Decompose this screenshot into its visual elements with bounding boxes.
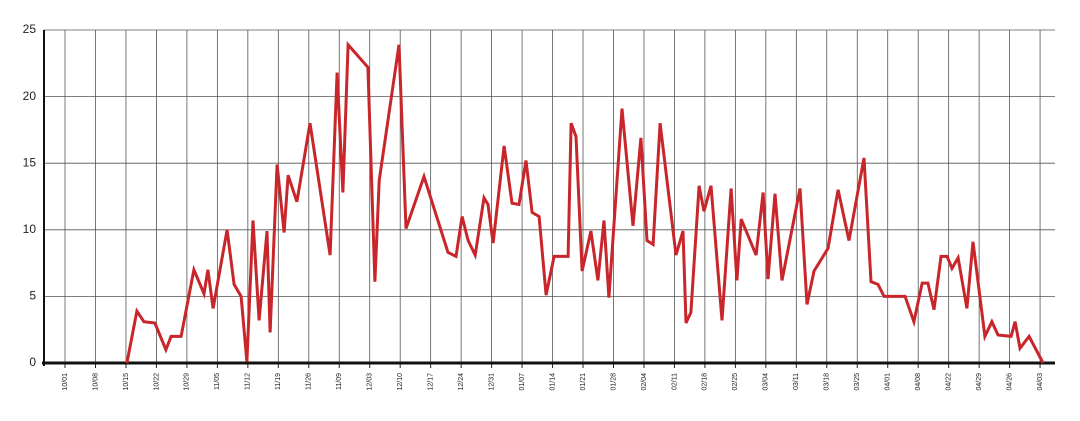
x-tick-label: 01/21 bbox=[580, 373, 587, 391]
x-tick-label: 03/04 bbox=[763, 373, 770, 391]
y-tick-label: 25 bbox=[23, 22, 37, 36]
x-tick-label: 12/24 bbox=[458, 373, 465, 391]
x-tick-label: 02/11 bbox=[671, 373, 678, 390]
x-tick-label: 03/18 bbox=[824, 373, 831, 391]
x-tick-label: 03/25 bbox=[854, 373, 861, 391]
x-tick-label: 03/11 bbox=[793, 373, 800, 390]
x-tick-label: 11/05 bbox=[214, 373, 221, 390]
x-tick-label: 12/31 bbox=[488, 373, 495, 391]
data-line bbox=[125, 40, 1045, 364]
y-tick-label: 20 bbox=[23, 89, 37, 103]
x-tick-label: 01/14 bbox=[549, 373, 556, 391]
x-tick-label: 10/22 bbox=[153, 373, 160, 391]
x-tick-label: 01/28 bbox=[610, 373, 617, 391]
x-tick-label: 01/07 bbox=[519, 373, 526, 391]
x-tick-label: 10/29 bbox=[184, 373, 191, 391]
x-tick-label: 04/29 bbox=[976, 373, 983, 391]
x-tick-label: 02/18 bbox=[702, 373, 709, 391]
x-tick-label: 02/04 bbox=[641, 373, 648, 391]
x-tick-label: 04/03 bbox=[1037, 373, 1044, 391]
x-tick-label: 11/09 bbox=[336, 373, 343, 390]
x-tick-label: 04/22 bbox=[946, 373, 953, 391]
x-tick-label: 02/25 bbox=[732, 373, 739, 391]
y-tick-label: 10 bbox=[23, 222, 37, 236]
x-tick-label: 10/08 bbox=[92, 373, 99, 391]
x-tick-label: 10/01 bbox=[62, 373, 69, 391]
x-tick-label: 11/26 bbox=[306, 373, 313, 390]
y-tick-label: 5 bbox=[29, 289, 36, 303]
x-tick-label: 04/08 bbox=[915, 373, 922, 391]
x-tick-label: 04/01 bbox=[885, 373, 892, 391]
x-tick-label: 12/10 bbox=[397, 373, 404, 391]
x-tick-label: 12/03 bbox=[367, 373, 374, 391]
x-tick-label: 04/26 bbox=[1006, 373, 1013, 391]
y-tick-label: 0 bbox=[29, 355, 36, 369]
y-tick-label: 15 bbox=[23, 155, 37, 169]
x-tick-label: 11/12 bbox=[245, 373, 252, 390]
x-tick-label: 11/19 bbox=[275, 373, 282, 390]
x-tick-label: 10/15 bbox=[123, 373, 130, 391]
x-tick-label: 12/17 bbox=[428, 373, 435, 391]
